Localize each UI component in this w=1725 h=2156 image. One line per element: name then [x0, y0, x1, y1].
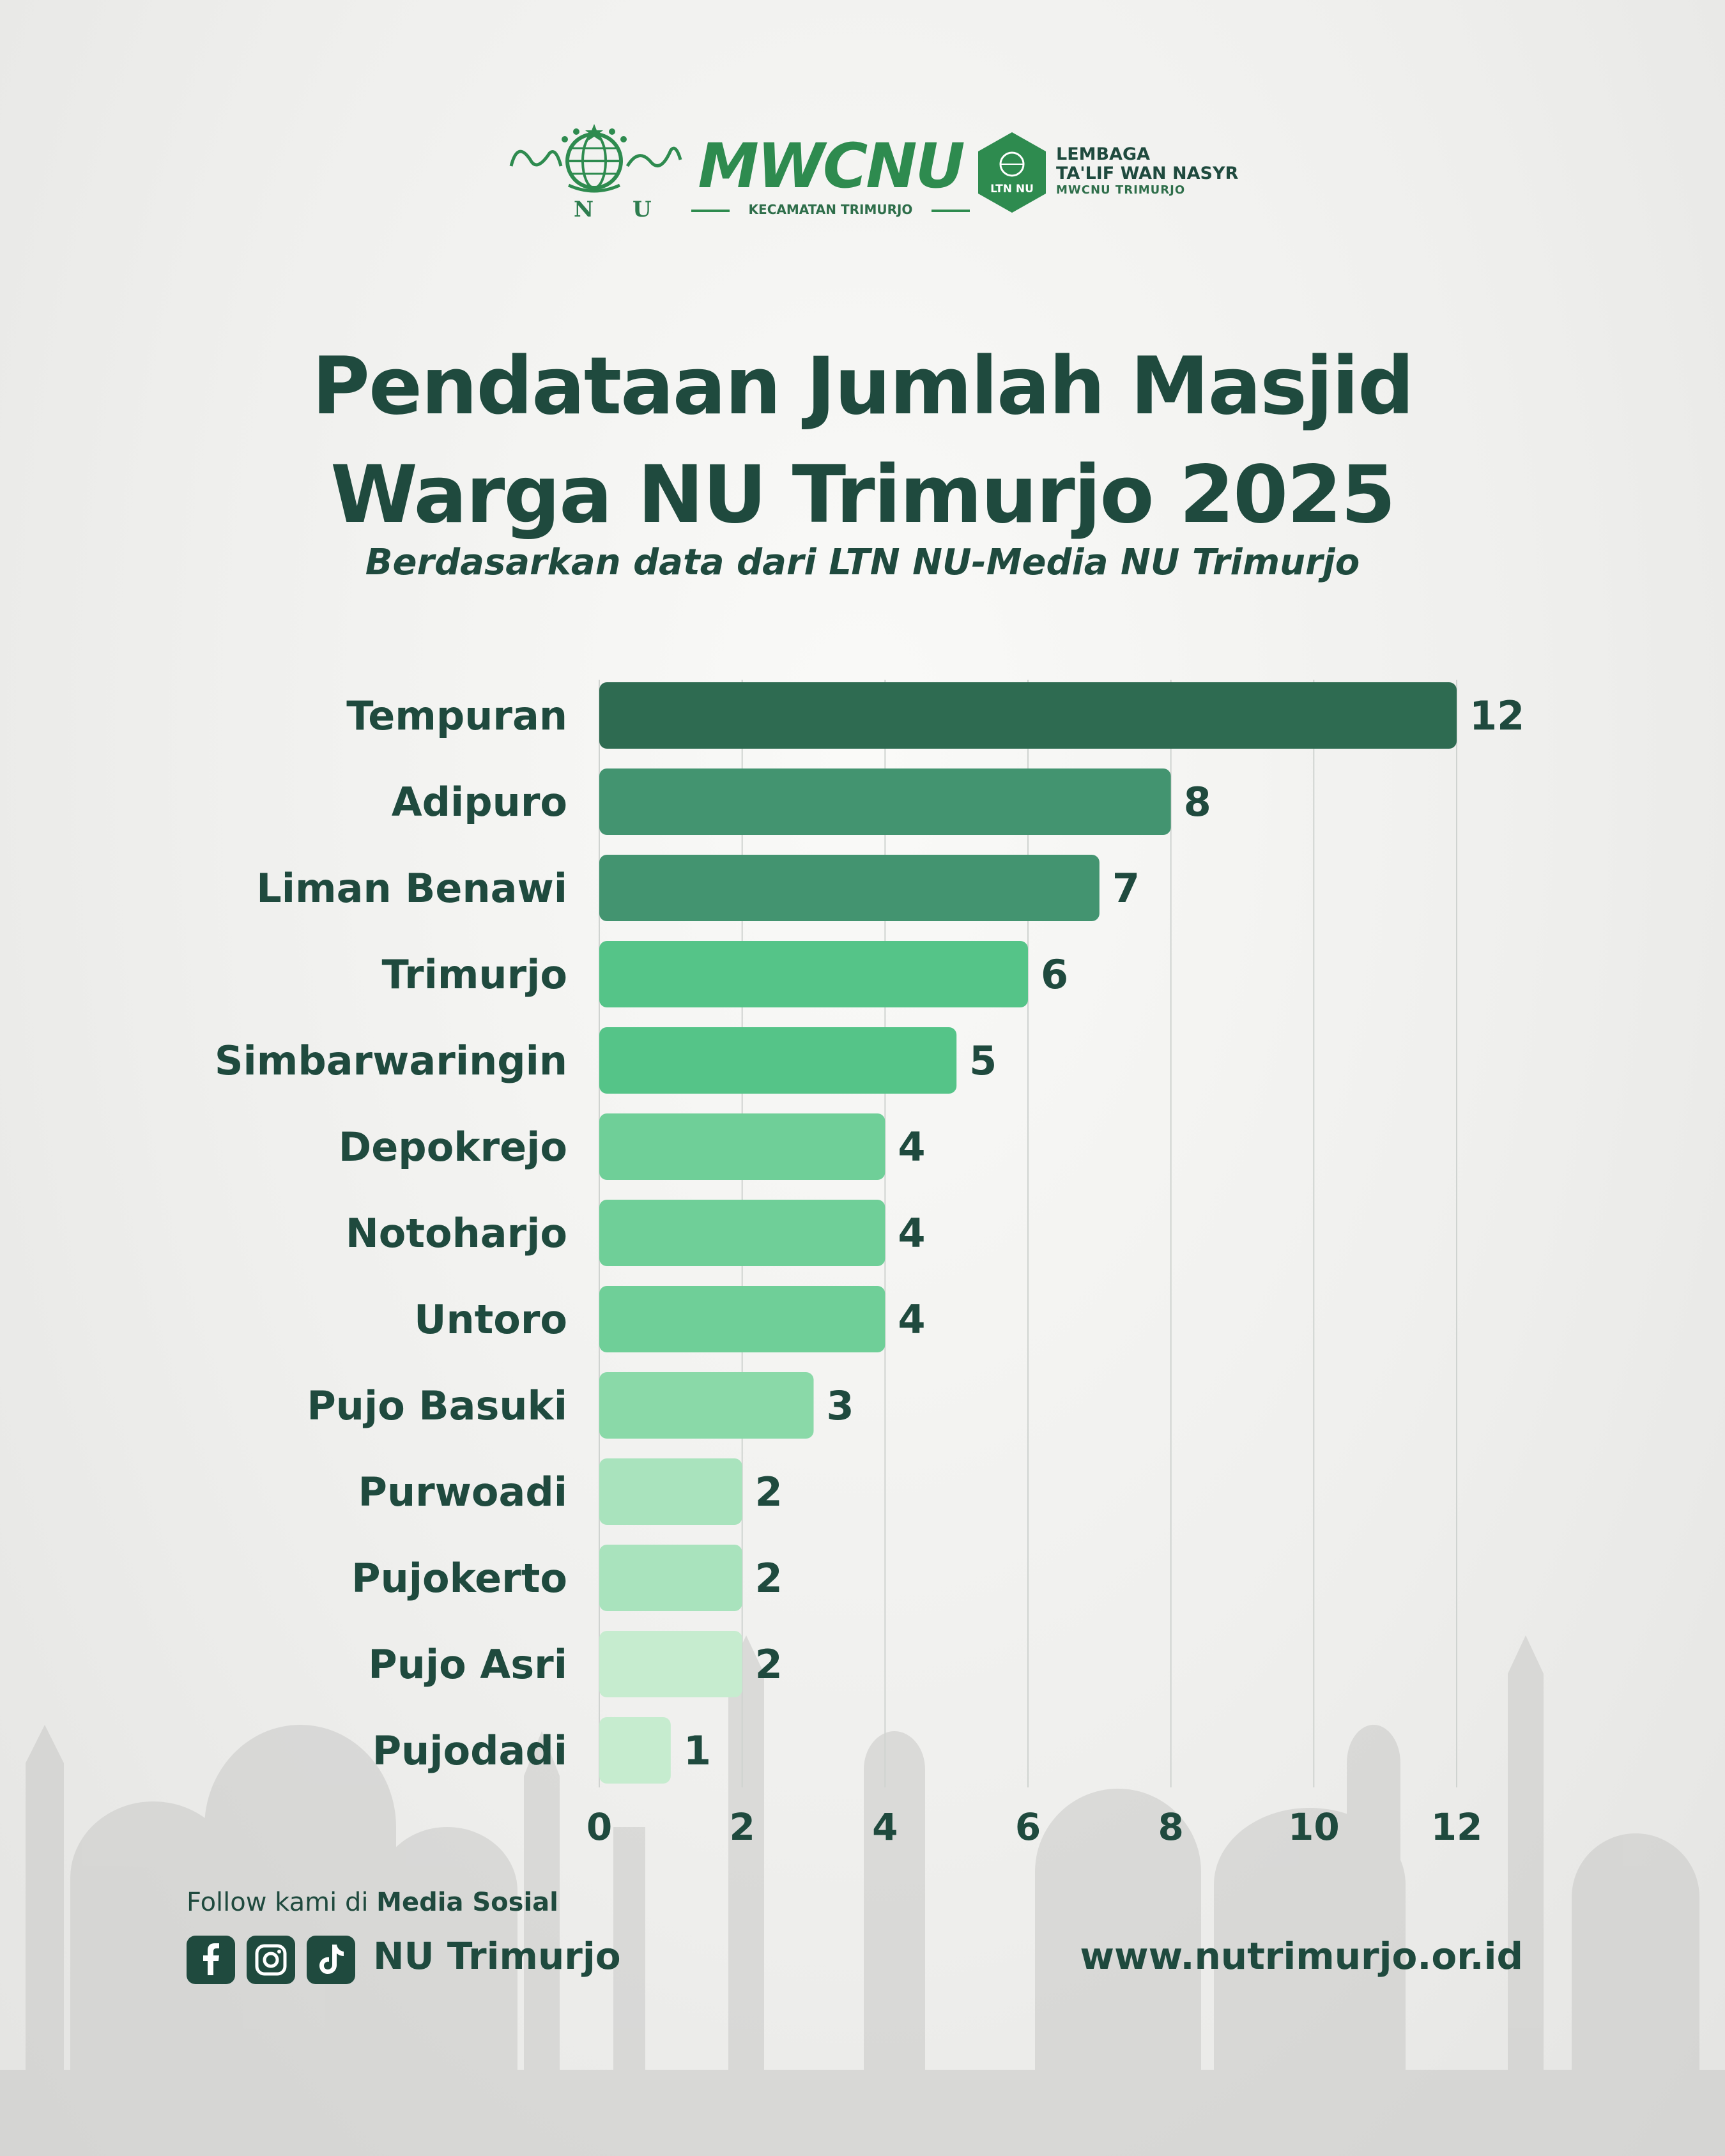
website-link[interactable]: www.nutrimurjo.or.id: [1080, 1934, 1523, 1978]
category-label: Pujodadi: [372, 1727, 567, 1774]
x-tick-label: 6: [1015, 1805, 1041, 1849]
nu-letter-n: N: [574, 197, 594, 222]
mwcnu-title: MWCNU: [698, 130, 965, 202]
tiktok-icon[interactable]: [307, 1936, 355, 1984]
bar: [599, 1458, 742, 1525]
category-label: Pujo Basuki: [307, 1382, 567, 1429]
mwcnu-logo: MWCNU KECAMATAN TRIMURJO: [690, 134, 971, 230]
category-label: Adipuro: [392, 779, 567, 825]
mwcnu-rule-right: [931, 210, 970, 212]
ltn-line1: LEMBAGA: [1056, 144, 1151, 164]
value-label: 1: [684, 1727, 711, 1774]
bar: [599, 1545, 742, 1611]
category-label: Depokrejo: [339, 1124, 567, 1170]
follow-text: Follow kami di Media Sosial: [187, 1888, 558, 1917]
bar: [599, 1200, 885, 1266]
value-label: 5: [969, 1037, 997, 1084]
category-label: Simbarwaringin: [215, 1037, 567, 1084]
category-label: Pujokerto: [351, 1555, 567, 1602]
bar: [599, 1631, 742, 1697]
bar: [599, 1286, 885, 1352]
bar: [599, 768, 1171, 835]
value-label: 8: [1184, 779, 1211, 825]
follow-bold: Media Sosial: [376, 1888, 558, 1917]
ltn-logo: LTN NU LEMBAGA TA'LIF WAN NASYR MWCNU TR…: [974, 131, 1255, 227]
x-tick-label: 0: [586, 1805, 612, 1849]
category-label: Liman Benawi: [256, 865, 567, 912]
bar: [599, 682, 1457, 749]
x-tick-label: 12: [1431, 1805, 1483, 1849]
x-tick-label: 2: [729, 1805, 755, 1849]
category-label: Purwoadi: [358, 1469, 568, 1515]
value-label: 4: [898, 1210, 925, 1257]
ltn-text: LEMBAGA TA'LIF WAN NASYR MWCNU TRIMURJO: [1056, 145, 1238, 197]
value-label: 4: [898, 1124, 925, 1170]
instagram-icon[interactable]: [247, 1936, 295, 1984]
ltn-line3: MWCNU TRIMURJO: [1056, 183, 1186, 197]
category-label: Notoharjo: [346, 1210, 567, 1257]
follow-prefix: Follow kami di: [187, 1888, 377, 1917]
bar: [599, 1717, 671, 1784]
value-label: 12: [1469, 692, 1524, 739]
bar: [599, 1372, 814, 1439]
nu-letter-u: U: [632, 197, 652, 222]
ltn-line2: TA'LIF WAN NASYR: [1056, 164, 1239, 183]
mwcnu-subtitle: KECAMATAN TRIMURJO: [748, 202, 913, 217]
facebook-icon[interactable]: [187, 1936, 235, 1984]
value-label: 3: [827, 1382, 854, 1429]
x-tick-label: 8: [1158, 1805, 1183, 1849]
bar: [599, 941, 1028, 1007]
x-tick-label: 10: [1288, 1805, 1340, 1849]
page-subtitle: Berdasarkan data dari LTN NU-Media NU Tr…: [365, 542, 1360, 583]
mosque-silhouette-decoration: [0, 1635, 1725, 2156]
bar: [599, 1027, 957, 1094]
header-logos: N U MWCNU KECAMATAN TRIMURJO LTN NU LEMB…: [0, 121, 1725, 236]
value-label: 7: [1112, 865, 1140, 912]
bar: [599, 855, 1100, 921]
value-label: 2: [755, 1469, 783, 1515]
ltn-badge-icon: LTN NU: [978, 132, 1046, 213]
category-label: Untoro: [414, 1296, 567, 1343]
value-label: 6: [1041, 951, 1068, 998]
value-label: 2: [755, 1641, 783, 1688]
nu-logo: N U: [505, 121, 684, 224]
ltn-badge-label: LTN NU: [990, 183, 1034, 195]
value-label: 4: [898, 1296, 925, 1343]
mwcnu-rule-left: [691, 210, 730, 212]
category-label: Pujo Asri: [368, 1641, 567, 1688]
category-label: Trimurjo: [382, 951, 567, 998]
page-title-line2: Warga NU Trimurjo 2025: [330, 449, 1396, 541]
value-label: 2: [755, 1555, 783, 1602]
category-label: Tempuran: [346, 692, 567, 739]
page-title-line1: Pendataan Jumlah Masjid: [312, 340, 1414, 432]
social-handle[interactable]: NU Trimurjo: [373, 1934, 621, 1978]
bar: [599, 1113, 885, 1180]
nu-globe-emblem-icon: [509, 124, 682, 193]
x-tick-label: 4: [872, 1805, 898, 1849]
